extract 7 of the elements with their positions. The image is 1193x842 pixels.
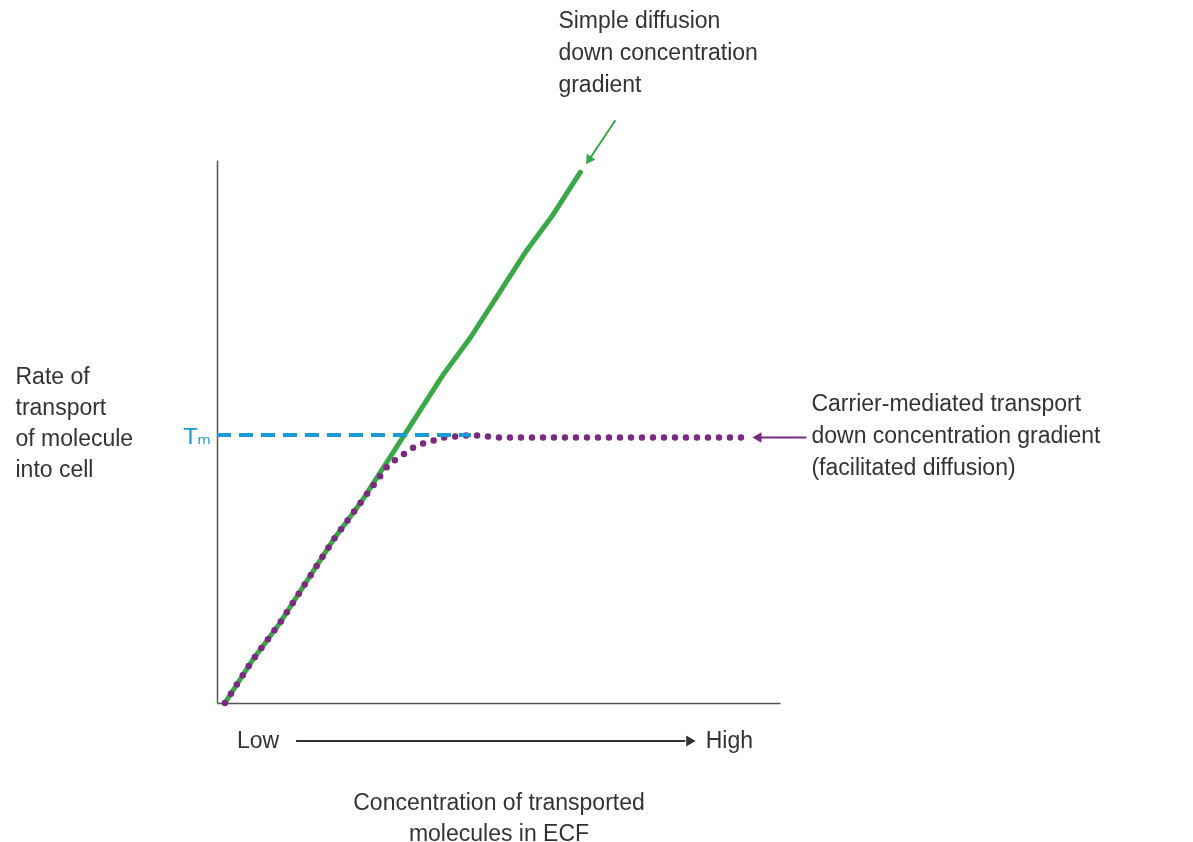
y-axis-title: Rate of transport of molecule into cell [15,362,134,482]
text: Simple diffusion down concentration gradient [558,7,758,98]
x-axis-title: Concentration of transported molecules in ECF [353,788,645,842]
legend-label: Carrier-mediated transport down concentration gradient (facilitated diffusion) [811,389,1102,480]
ref-line-label: Tₘ [182,423,211,449]
text: High [705,727,753,753]
text: Low [237,727,280,753]
